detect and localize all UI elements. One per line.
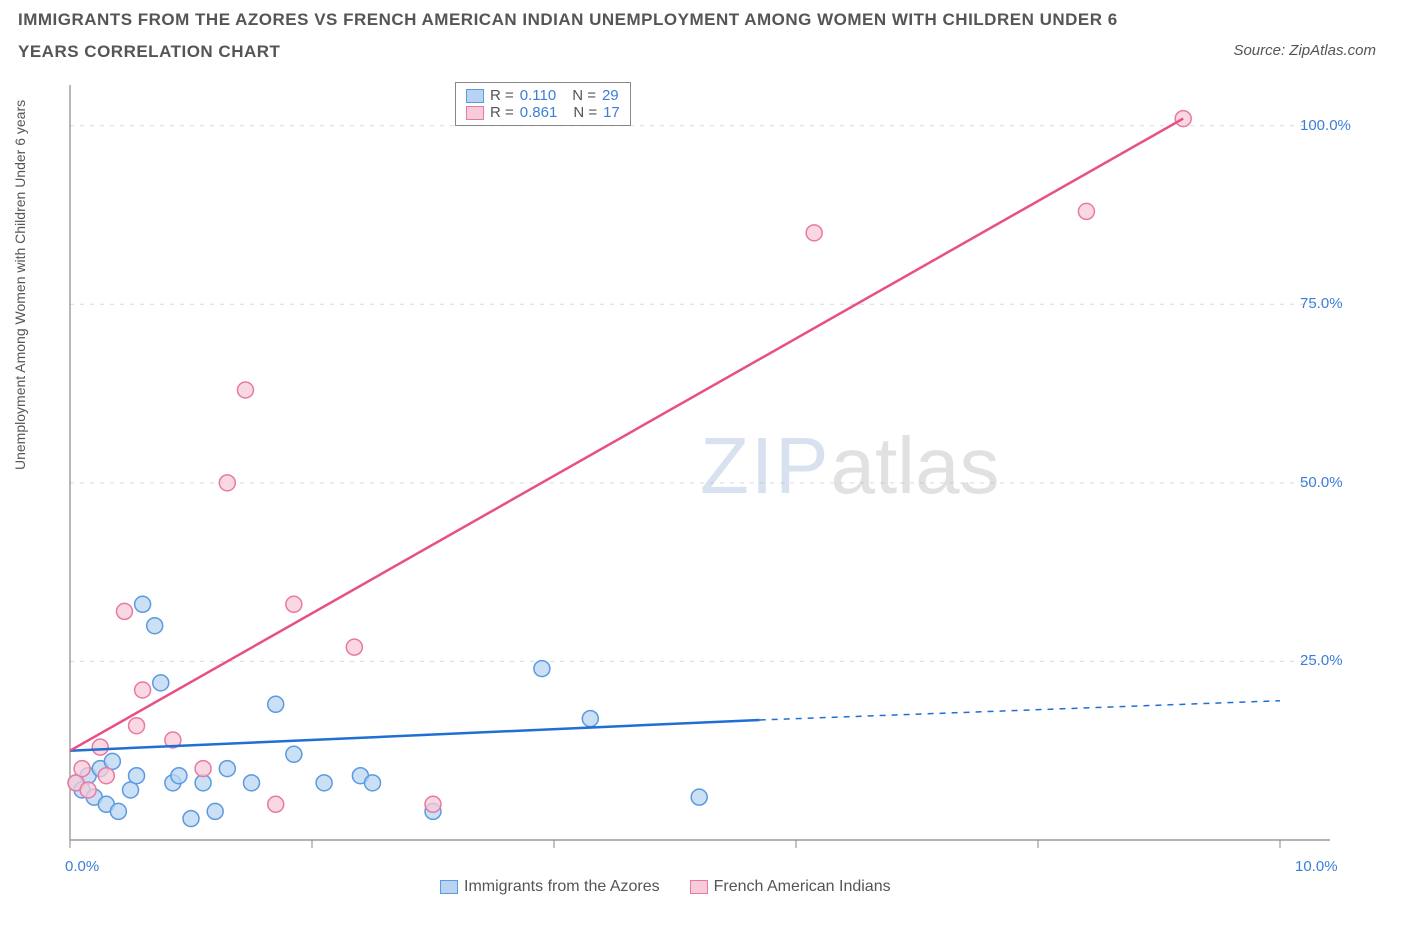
legend-r-value: 0.110 — [520, 87, 556, 104]
legend-item: Immigrants from the Azores — [440, 878, 660, 896]
legend-r-value: 0.861 — [520, 104, 558, 121]
legend-label: Immigrants from the Azores — [464, 878, 660, 895]
legend-stat-label: R = — [490, 87, 514, 104]
chart-area: ZIPatlas — [60, 80, 1340, 860]
chart-title-line1: IMMIGRANTS FROM THE AZORES VS FRENCH AME… — [18, 10, 1118, 30]
legend-item: French American Indians — [690, 878, 891, 896]
y-axis-label: Unemployment Among Women with Children U… — [12, 100, 28, 470]
source-link[interactable]: Source: ZipAtlas.com — [1233, 42, 1376, 59]
legend-stat-label: R = — [490, 104, 514, 121]
y-tick-label: 50.0% — [1300, 474, 1343, 491]
legend-swatch — [466, 106, 484, 120]
legend-swatch — [440, 880, 458, 894]
chart-title-line2: YEARS CORRELATION CHART — [18, 42, 280, 62]
legend-stat-label: N = — [573, 104, 597, 121]
legend-n-value: 17 — [603, 104, 620, 121]
legend-stat-label: N = — [572, 87, 596, 104]
y-tick-label: 75.0% — [1300, 295, 1343, 312]
legend-swatch — [466, 89, 484, 103]
x-tick-label: 0.0% — [65, 858, 99, 875]
legend-row: R = 0.861 N = 17 — [466, 104, 620, 121]
legend-swatch — [690, 880, 708, 894]
legend-label: French American Indians — [714, 878, 891, 895]
legend-row: R = 0.110 N = 29 — [466, 87, 620, 104]
scatter-chart — [60, 80, 1340, 860]
y-tick-label: 100.0% — [1300, 117, 1351, 134]
correlation-legend: R = 0.110 N = 29 R = 0.861 N = 17 — [455, 82, 631, 126]
y-tick-label: 25.0% — [1300, 652, 1343, 669]
series-legend: Immigrants from the Azores French America… — [440, 878, 891, 896]
legend-n-value: 29 — [602, 87, 619, 104]
x-tick-label: 10.0% — [1295, 858, 1338, 875]
